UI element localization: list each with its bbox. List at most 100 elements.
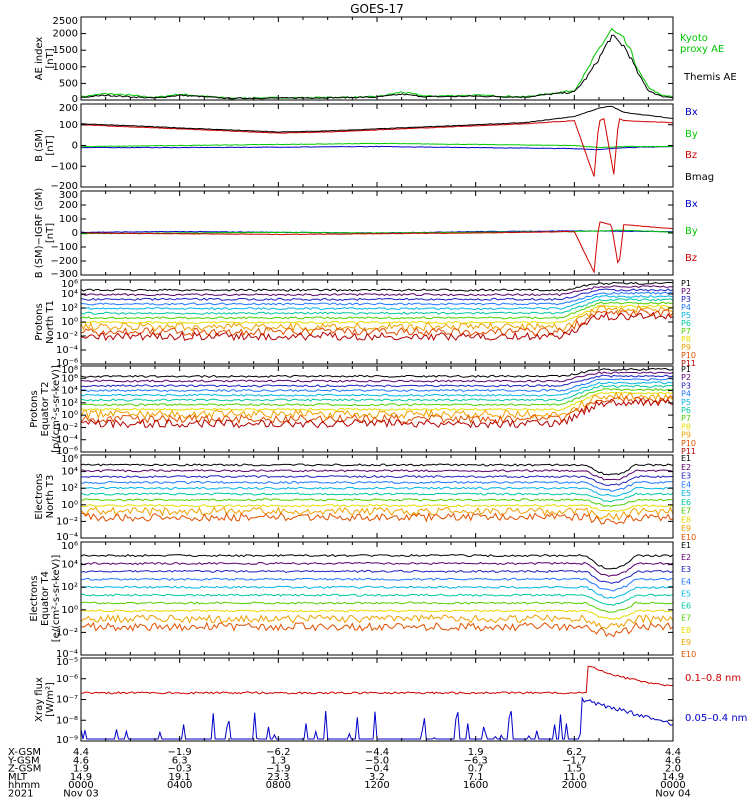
legend-bmag: Bmag xyxy=(685,172,714,183)
log-panel-3-ylabel: Electrons xyxy=(34,473,45,519)
log-panel-2-ylabel: Equator T2 xyxy=(40,382,51,437)
x-row-label: Y-GSM xyxy=(7,755,40,766)
x-tick-value: 0000 xyxy=(660,780,685,791)
panel-3-ylabel: [nT] xyxy=(45,223,56,243)
log-panel-2-ytick-label: 10⁴ xyxy=(61,386,78,397)
series-e8 xyxy=(80,609,674,621)
x-tick-value: −4.4 xyxy=(365,747,389,758)
log-panel-5-ytick-label: 10⁻⁷ xyxy=(56,695,78,706)
series-e1 xyxy=(80,553,674,570)
x-row-label: 2021 xyxy=(8,789,33,800)
panel-1-ytick-label: 1000 xyxy=(53,62,78,73)
series-p3 xyxy=(80,288,674,301)
x-tick-value: 4.6 xyxy=(665,755,681,766)
log-panel-4-ytick-label: 10⁻⁴ xyxy=(56,649,78,660)
panel-3-ytick-label: 0 xyxy=(72,228,78,239)
log-panel-3-ytick-label: 10⁶ xyxy=(61,454,78,465)
series-p8 xyxy=(80,391,674,412)
series-bmag xyxy=(80,105,674,133)
log-panel-1-ytick-label: 10² xyxy=(61,303,78,314)
x-tick-value: −5.0 xyxy=(365,755,389,766)
x-tick-value: 1.5 xyxy=(566,764,582,775)
legend-p6: P6 xyxy=(681,319,691,328)
legend-p7: P7 xyxy=(681,414,691,423)
legend-p9: P9 xyxy=(681,431,691,440)
series-e6 xyxy=(80,492,674,503)
legend-p11: P11 xyxy=(681,359,696,368)
log-panel-4-ylabel: Electrons xyxy=(29,575,40,621)
series-e4 xyxy=(80,577,674,592)
x-tick-value: 4.4 xyxy=(73,747,89,758)
log-panel-5-frame xyxy=(80,657,674,742)
log-panel-2-ytick-label: 10² xyxy=(61,398,78,409)
x-tick-value: −6.3 xyxy=(464,755,488,766)
log-panel-1-ylabel: Protons xyxy=(34,303,45,340)
plot-title: GOES-17 xyxy=(350,2,404,16)
series-p10 xyxy=(80,308,674,337)
x-tick-value: 1200 xyxy=(364,780,389,791)
log-panel-4-frame xyxy=(80,541,674,656)
log-panel-5-ytick-label: 10⁻⁶ xyxy=(56,674,78,685)
x-row-label: hhmm xyxy=(8,780,40,791)
legend-e3: E3 xyxy=(681,472,691,481)
x-tick-value: 6.3 xyxy=(172,755,188,766)
x-tick-value: Nov 04 xyxy=(655,789,690,800)
series-e10 xyxy=(80,621,674,638)
log-panel-3-ytick-label: 10² xyxy=(61,483,78,494)
x-tick-value: −6.2 xyxy=(266,747,290,758)
series-e9 xyxy=(80,506,674,521)
series-p5 xyxy=(80,294,674,311)
x-tick-value: −0.4 xyxy=(365,764,389,775)
legend-p8: P8 xyxy=(681,335,691,344)
legend-by: By xyxy=(685,226,698,237)
log-panel-3-ytick-label: 10⁴ xyxy=(61,467,78,478)
log-panel-2-ylabel: [p/(cm²-s-sr-keV)] xyxy=(51,365,62,453)
log-panel-4: 10⁶ 10⁴ 10² 10⁰ 10⁻² 10⁻⁴ Electrons Equator T4[… xyxy=(29,541,696,660)
series-themis-ae xyxy=(80,34,674,100)
legend-e2: E2 xyxy=(681,463,691,472)
legend-proxy-ae: proxy AE xyxy=(680,44,724,55)
legend-p9: P9 xyxy=(681,343,691,352)
legend-e7: E7 xyxy=(681,507,691,516)
series-xray-2 xyxy=(80,696,674,740)
series-bz xyxy=(80,117,674,177)
series-p10 xyxy=(80,395,674,425)
x-tick-value: 1.9 xyxy=(468,747,484,758)
legend-themis-ae: Themis AE xyxy=(683,72,737,83)
log-panel-3-ylabel: North T3 xyxy=(45,475,56,519)
series-e4 xyxy=(80,480,674,492)
series-p2 xyxy=(80,285,673,297)
legend-p10: P10 xyxy=(681,351,696,360)
x-tick-value: 4.6 xyxy=(73,755,89,766)
x-tick-value: −1.7 xyxy=(562,755,586,766)
panel-1-ylabel: AE index xyxy=(34,37,45,81)
legend-p4: P4 xyxy=(681,303,691,312)
series-p7 xyxy=(80,301,674,320)
legend-e5: E5 xyxy=(681,589,691,598)
series-p11 xyxy=(80,311,674,342)
legend-p5: P5 xyxy=(681,311,691,320)
legend-bz: Bz xyxy=(685,150,697,161)
log-panel-3-ytick-label: 10⁻² xyxy=(56,516,78,527)
panel-2-ytick-label: −100 xyxy=(51,161,78,172)
series-p3 xyxy=(80,374,674,388)
legend-bx: Bx xyxy=(685,199,698,210)
series-e5 xyxy=(80,486,674,497)
series-e6 xyxy=(80,593,674,606)
panel-2-ytick-label: 100 xyxy=(59,120,78,131)
series-xray-1 xyxy=(80,665,673,695)
log-panel-4-ytick-label: 10⁶ xyxy=(61,541,78,552)
legend-e6: E6 xyxy=(681,602,691,611)
log-panel-4-ytick-label: 10⁴ xyxy=(61,560,78,571)
log-panel-1-ytick-label: 10⁻⁴ xyxy=(56,345,78,356)
linear-panel-1: 2500 2000 1500 1000 500 0 AE index [nT] Kyotopro… xyxy=(34,16,737,105)
log-panel-1-ylabel: North T1 xyxy=(45,300,56,344)
log-panel-4-ytick-label: 10⁻² xyxy=(56,627,78,638)
series-p2 xyxy=(80,371,674,383)
x-axis-table: X-GSMY-GSMZ-GSMMLThhmm20214.44.61.914.90… xyxy=(7,747,691,800)
x-row-label: X-GSM xyxy=(8,747,41,758)
log-panel-2-ytick-label: 10⁻² xyxy=(56,422,78,433)
legend-p8: P8 xyxy=(681,422,691,431)
